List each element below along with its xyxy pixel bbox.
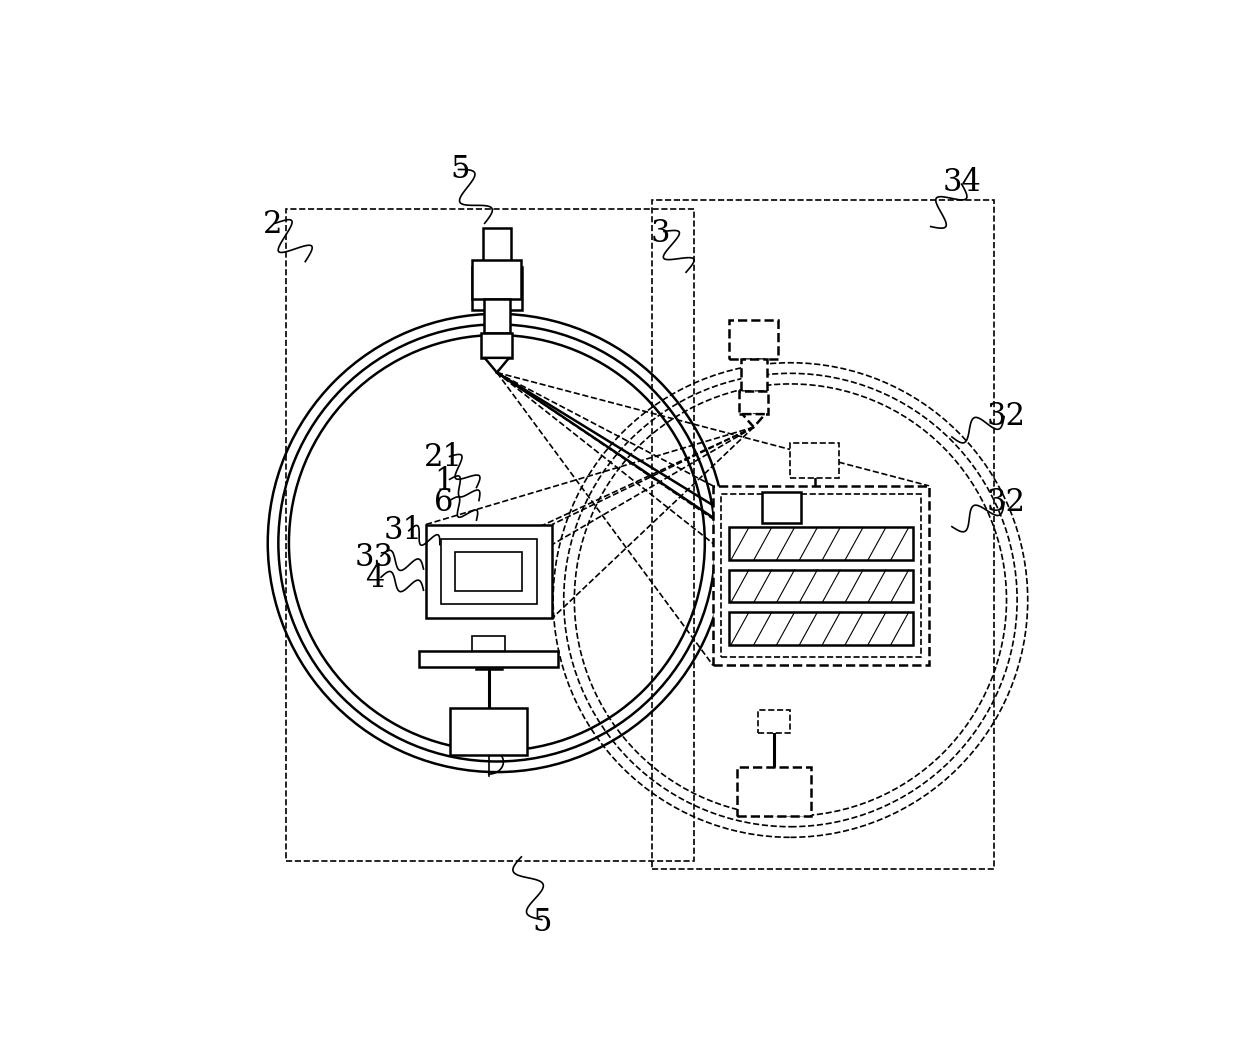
Text: 2: 2 xyxy=(263,210,283,240)
Text: 21: 21 xyxy=(424,442,464,472)
Bar xyxy=(481,334,512,358)
Bar xyxy=(419,651,558,667)
Bar xyxy=(652,200,994,869)
Bar xyxy=(472,636,505,651)
Polygon shape xyxy=(743,414,765,427)
Bar xyxy=(729,612,913,645)
Text: 32: 32 xyxy=(987,487,1025,518)
Bar xyxy=(713,486,929,665)
Text: 34: 34 xyxy=(942,167,981,198)
Text: 33: 33 xyxy=(355,542,394,573)
Text: 5: 5 xyxy=(532,907,552,937)
Bar xyxy=(729,320,779,359)
Bar xyxy=(472,261,521,299)
Bar xyxy=(425,524,552,618)
Bar xyxy=(729,570,913,603)
Polygon shape xyxy=(485,358,510,373)
Bar xyxy=(738,767,811,816)
Bar xyxy=(471,267,522,309)
Bar xyxy=(758,711,790,733)
Text: 3: 3 xyxy=(650,217,670,249)
Bar xyxy=(740,359,766,391)
Bar xyxy=(455,552,522,591)
Bar xyxy=(722,493,921,657)
Bar xyxy=(286,209,694,861)
Text: 1: 1 xyxy=(434,466,454,498)
Bar xyxy=(450,708,527,755)
Bar xyxy=(484,228,511,267)
Bar xyxy=(729,527,913,560)
Bar xyxy=(484,299,510,334)
Bar xyxy=(440,539,537,604)
Text: 4: 4 xyxy=(365,562,384,593)
Bar xyxy=(790,444,839,478)
Text: 5: 5 xyxy=(450,154,470,185)
Bar xyxy=(739,391,769,414)
Text: 32: 32 xyxy=(987,401,1025,432)
Text: 6: 6 xyxy=(434,487,454,518)
Text: 31: 31 xyxy=(383,516,423,546)
Bar xyxy=(761,492,801,523)
